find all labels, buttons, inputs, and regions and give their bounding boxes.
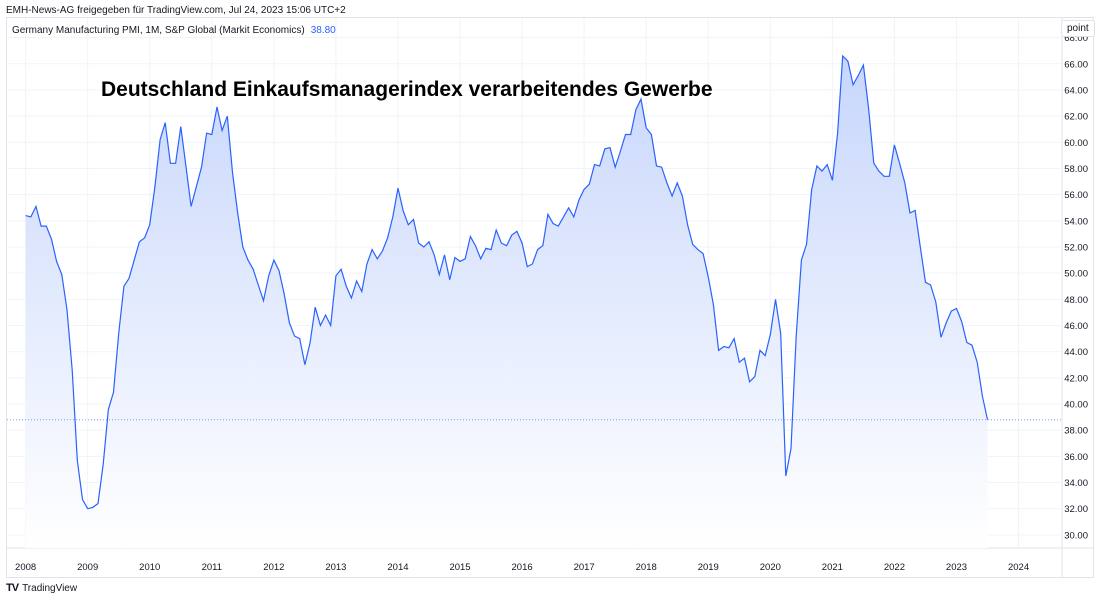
x-tick-label: 2023	[946, 562, 967, 573]
chart-frame	[6, 17, 1094, 578]
y-tick-label: 44.00	[1064, 347, 1088, 358]
x-tick-label: 2015	[449, 562, 470, 573]
y-tick-label: 50.00	[1064, 269, 1088, 280]
y-tick-label: 32.00	[1064, 504, 1088, 515]
x-tick-label: 2019	[698, 562, 719, 573]
series-label: Germany Manufacturing PMI, 1M, S&P Globa…	[12, 25, 305, 36]
y-tick-label: 54.00	[1064, 216, 1088, 227]
x-tick-label: 2018	[636, 562, 657, 573]
chart-title: Deutschland Einkaufsmanagerindex verarbe…	[101, 78, 713, 101]
shared-by-header: EMH-News-AG freigegeben für TradingView.…	[6, 5, 346, 16]
y-tick-label: 64.00	[1064, 85, 1088, 96]
x-tick-label: 2016	[512, 562, 533, 573]
unit-button[interactable]: point	[1061, 20, 1095, 37]
x-tick-label: 2014	[387, 562, 408, 573]
y-tick-label: 38.00	[1064, 426, 1088, 437]
y-tick-label: 46.00	[1064, 321, 1088, 332]
brand-name: TradingView	[22, 582, 78, 594]
y-tick-label: 56.00	[1064, 190, 1088, 201]
y-tick-label: 52.00	[1064, 243, 1088, 254]
series-line	[25, 54, 989, 510]
x-tick-label: 2017	[574, 562, 595, 573]
x-tick-label: 2020	[760, 562, 781, 573]
tradingview-logo[interactable]: TV TradingView	[6, 582, 77, 594]
x-axis: 2008 2009 2010 2011 2012 2013 2014 2015 2016 2017…	[15, 562, 1029, 573]
y-tick-label: 58.00	[1064, 164, 1088, 175]
tradingview-logo-icon: TV	[6, 582, 19, 594]
y-tick-label: 30.00	[1064, 530, 1088, 541]
x-tick-label: 2022	[884, 562, 905, 573]
x-tick-label: 2009	[77, 562, 98, 573]
x-tick-label: 2021	[822, 562, 843, 573]
y-tick-label: 34.00	[1064, 478, 1088, 489]
y-axis[interactable]: 30.00 32.00 34.00 36.00 38.00 40.00 42.00 44.00…	[1064, 33, 1088, 541]
y-tick-label: 62.00	[1064, 112, 1088, 123]
area-fill	[25, 56, 988, 548]
x-tick-label: 2008	[15, 562, 36, 573]
y-tick-label: 60.00	[1064, 138, 1088, 149]
x-tick-label: 2010	[139, 562, 160, 573]
y-tick-label: 48.00	[1064, 295, 1088, 306]
y-tick-label: 40.00	[1064, 400, 1088, 411]
y-tick-label: 42.00	[1064, 373, 1088, 384]
x-tick-label: 2011	[202, 562, 222, 573]
y-tick-label: 66.00	[1064, 59, 1088, 70]
y-tick-label: 68.00	[1064, 33, 1088, 44]
series-last-value: 38.80	[310, 25, 336, 36]
x-tick-label: 2012	[263, 562, 284, 573]
y-tick-label: 36.00	[1064, 452, 1088, 463]
x-tick-label: 2024	[1008, 562, 1029, 573]
x-tick-label: 2013	[325, 562, 346, 573]
series-legend[interactable]: Germany Manufacturing PMI, 1M, S&P Globa…	[12, 25, 336, 36]
